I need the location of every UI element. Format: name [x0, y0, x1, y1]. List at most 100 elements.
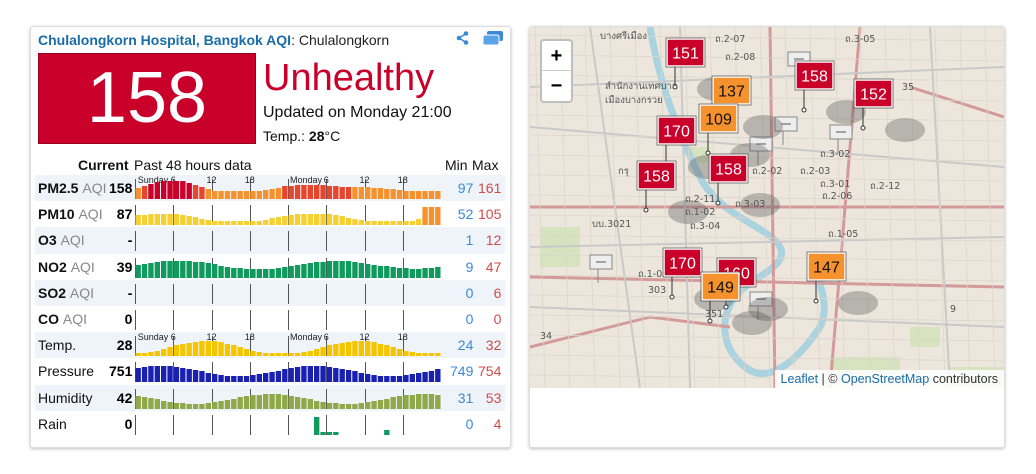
attribution-suffix: contributors: [929, 372, 998, 386]
sparkline-bar: [256, 352, 263, 357]
road: [909, 85, 1004, 119]
map-label: ถ.1-05: [828, 229, 858, 240]
sparkline-cell[interactable]: [135, 254, 441, 280]
time-label: Monday: [290, 332, 323, 342]
sparkline-bar: [135, 215, 142, 226]
zoom-out-button[interactable]: −: [550, 75, 563, 97]
time-label: 18: [398, 175, 408, 185]
min-value: 1: [441, 227, 474, 254]
map-label: 9: [950, 304, 956, 315]
sparkline-bar: [199, 219, 205, 226]
min-value: 52: [457, 206, 474, 223]
sparkline-cell[interactable]: [135, 384, 442, 411]
sparkline-bar: [378, 344, 384, 357]
map-label: 34: [540, 331, 552, 342]
sparkline-bar: [288, 395, 295, 409]
sparkline-bar: [199, 371, 205, 383]
sparkline-bar: [346, 218, 352, 226]
sparkline-bar: [390, 221, 397, 226]
sparkline-bar: [429, 191, 435, 200]
sparkline-bar: [282, 266, 288, 278]
temp-value: 28: [308, 128, 325, 144]
sparkline-bar: [378, 376, 384, 383]
sparkline-bar: [244, 268, 250, 278]
max-value: 754: [478, 363, 502, 380]
aqi-map-marker[interactable]: 158: [636, 160, 708, 224]
attribution-separator: | ©: [818, 372, 841, 386]
sparkline-bar: [416, 373, 422, 383]
sparkline-bar: [333, 344, 339, 357]
aqi-map-marker[interactable]: 149: [700, 271, 772, 335]
sparkline: [135, 362, 441, 383]
map-label: ถ.3-04: [690, 221, 720, 232]
sparkline-cell[interactable]: [135, 227, 442, 254]
param-label: Pressure: [38, 363, 95, 380]
sparkline-bar: [250, 268, 256, 278]
sparkline-bar: [244, 191, 250, 200]
street: [634, 27, 646, 388]
sparkline-bar: [333, 402, 339, 409]
sparkline-bar: [352, 403, 358, 409]
aqi-map-marker[interactable]: 152: [853, 78, 925, 142]
sparkline-bar: [148, 214, 154, 226]
sparkline-bar: [307, 366, 314, 383]
sparkline-bar: [327, 431, 333, 435]
param-unit: AQI: [70, 258, 95, 275]
sparkline-bar: [314, 416, 320, 435]
sparkline-bar: [384, 189, 390, 200]
sparkline-bar: [288, 265, 295, 278]
sparkline-bar: [288, 186, 295, 200]
widget-header: Chulalongkorn Hospital, Bangkok AQI: Chu…: [38, 32, 389, 48]
road: [530, 315, 731, 349]
sparkline-cell[interactable]: [135, 279, 442, 306]
osm-link[interactable]: OpenStreetMap: [840, 372, 930, 386]
sparkline-bar: [422, 393, 429, 409]
aqi-map[interactable]: บางศรีเมือง สำนักงานเทศบาล เมืองบางกรวย กรุ…: [530, 27, 1004, 388]
sparkline-bar: [346, 370, 352, 383]
sparkline-bar: [320, 261, 327, 278]
road: [530, 66, 1004, 88]
map-canvas[interactable]: บางศรีเมืองสำนักงานเทศบาลเมืองบางกรวยกรุ…: [530, 27, 1004, 388]
park-area: [690, 147, 710, 162]
max-value: 0: [493, 311, 502, 328]
param-name: CO AQI: [35, 306, 109, 332]
min-value: 97: [441, 175, 474, 202]
sparkline-bar: [365, 187, 371, 200]
sparkline-cell[interactable]: [135, 411, 441, 437]
sparkline-bar: [256, 374, 263, 383]
param-name: PM2.5 AQI: [35, 175, 109, 202]
sparkline-cell[interactable]: [135, 358, 441, 384]
sparkline-cell[interactable]: [135, 306, 441, 332]
sparkline-bar: [314, 400, 320, 409]
zoom-in-button[interactable]: +: [542, 41, 571, 71]
aqi-map-marker[interactable]: 109: [698, 103, 770, 167]
street: [530, 74, 1004, 82]
sparkline-bar: [301, 366, 307, 383]
sparkline-bar: [231, 345, 237, 357]
sparkline-bar: [358, 262, 365, 278]
sparkline-cell[interactable]: Sunday 6 12 18 Monday 6 12 18: [135, 332, 442, 359]
sparkline-bar: [212, 341, 218, 357]
sparkline-bar: [333, 368, 339, 383]
sparkline-bar: [199, 341, 205, 357]
sparkline-bar: [327, 367, 333, 383]
sparkline-bar: [205, 189, 212, 200]
sparkline-cell[interactable]: Sunday 6 12 18 Monday 6 12 18: [135, 175, 442, 202]
sparkline-bar: [320, 401, 327, 409]
sparkline-bar: [435, 266, 441, 278]
sparkline-bar: [186, 183, 193, 200]
sparkline-bar: [288, 353, 295, 357]
sparkline-bar: [167, 260, 174, 278]
sparkline-bar: [327, 186, 333, 200]
windows-icon[interactable]: [482, 30, 504, 50]
sparkline-bar: [403, 351, 409, 357]
aqi-map-marker[interactable]: 147: [806, 251, 878, 315]
share-icon[interactable]: [454, 30, 470, 50]
leaflet-link[interactable]: Leaflet: [780, 372, 819, 386]
station-link[interactable]: Chulalongkorn Hospital, Bangkok AQI: [38, 32, 292, 48]
aqi-map-marker[interactable]: 158: [708, 153, 780, 217]
sparkline-cell[interactable]: [135, 201, 441, 227]
sparkline-bar: [378, 188, 384, 200]
sparkline-bar: [225, 399, 231, 409]
param-unit: AQI: [60, 232, 85, 249]
